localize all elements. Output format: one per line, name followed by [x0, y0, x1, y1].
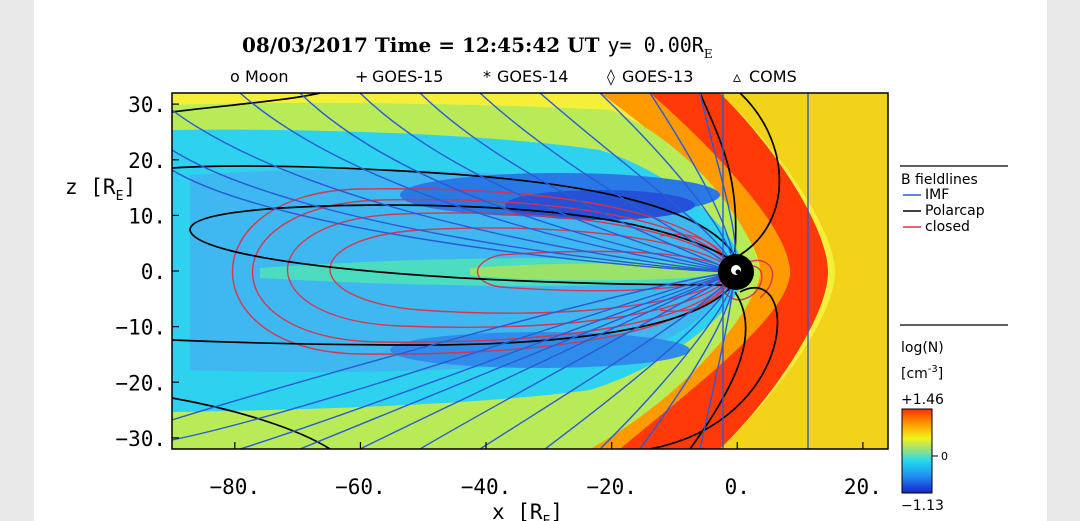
- x-axis: −80. −60. −40. −20. 0. 20.: [210, 442, 882, 499]
- goes14-legend-label: GOES-14: [497, 67, 568, 86]
- bow-shock-red: [610, 93, 828, 449]
- y-tick-label: −20.: [115, 371, 166, 395]
- goes15-legend-label: GOES-15: [372, 67, 443, 86]
- y-axis: 30. 20. 10. 0. −10. −20. −30.: [115, 93, 179, 451]
- polarcap-field-lines: [172, 93, 781, 449]
- satellite-legend: o Moon + GOES-15 * GOES-14 ◊ GOES-13 ▵ C…: [230, 67, 797, 86]
- colorbar-max-label: +1.46: [901, 392, 944, 408]
- moon-legend-marker: o: [230, 67, 240, 86]
- y-tick-label: −30.: [115, 427, 166, 451]
- moon-legend-label: Moon: [245, 67, 289, 86]
- y-tick-label: 0.: [141, 260, 166, 284]
- earth-core: [735, 269, 741, 275]
- closed-legend-label: closed: [925, 219, 970, 235]
- fieldline-legend-title: B fieldlines: [901, 172, 978, 188]
- x-tick-label: −40.: [461, 475, 512, 499]
- goes13-legend-marker: ◊: [607, 67, 615, 86]
- colorbar-gradient: [901, 408, 933, 494]
- colorbar: log(N) [cm-3] +1.46 0 −1.13: [900, 324, 1008, 514]
- x-tick-label: 0.: [725, 475, 750, 499]
- colorbar-title: log(N): [901, 340, 944, 356]
- coms-legend-marker: ▵: [733, 67, 741, 86]
- y-tick-label: −10.: [115, 316, 166, 340]
- goes13-legend-label: GOES-13: [622, 67, 693, 86]
- density-plot: [172, 93, 888, 449]
- imf-legend-label: IMF: [925, 187, 949, 203]
- polarcap-legend-label: Polarcap: [925, 203, 985, 219]
- y-axis-label: z [RE]: [65, 175, 136, 204]
- goes15-legend-marker: +: [355, 67, 368, 86]
- y-tick-label: 10.: [128, 204, 166, 228]
- y-tick-label: 20.: [128, 149, 166, 173]
- y-tick-label: 30.: [128, 93, 166, 117]
- colorbar-min-label: −1.13: [901, 498, 944, 514]
- goes14-legend-marker: *: [483, 67, 491, 86]
- colorbar-mid-label: 0: [941, 450, 948, 463]
- coms-legend-label: COMS: [749, 67, 797, 86]
- fieldline-legend: B fieldlines IMF Polarcap closed: [900, 165, 1008, 235]
- x-tick-label: −80.: [210, 475, 261, 499]
- bow-shock-orange: [575, 93, 790, 449]
- colorbar-unit: [cm-3]: [901, 364, 943, 382]
- x-tick-label: −60.: [335, 475, 386, 499]
- x-tick-label: −20.: [586, 475, 637, 499]
- x-tick-label: 20.: [844, 475, 882, 499]
- x-axis-label: x [RE]: [492, 500, 563, 521]
- plot-title: 08/03/2017 Time = 12:45:42 UT y= 0.00RE: [242, 33, 713, 61]
